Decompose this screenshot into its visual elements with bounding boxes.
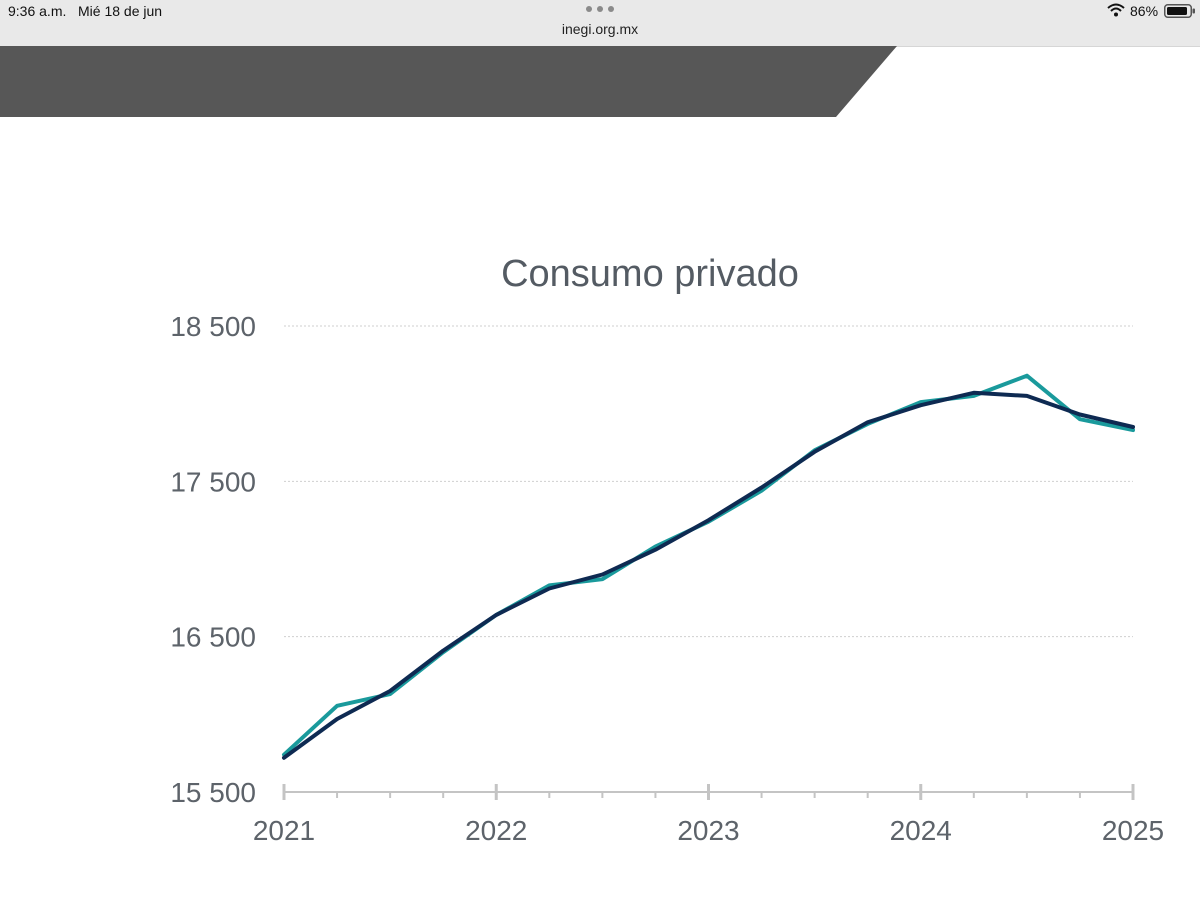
status-time: 9:36 a.m. xyxy=(8,3,67,19)
y-tick-label: 16 500 xyxy=(170,622,256,653)
y-tick-label: 17 500 xyxy=(170,466,256,497)
x-tick-label: 2021 xyxy=(253,815,315,846)
address-bar-url[interactable]: inegi.org.mx xyxy=(561,21,639,37)
battery-percentage: 86% xyxy=(1130,3,1159,19)
page-banner xyxy=(0,46,897,117)
x-tick-label: 2023 xyxy=(677,815,739,846)
x-tick-label: 2024 xyxy=(890,815,952,846)
wifi-icon xyxy=(1107,3,1125,17)
status-date: Mié 18 de jun xyxy=(78,3,163,19)
x-tick-label: 2025 xyxy=(1102,815,1164,846)
series-line-navy xyxy=(282,390,1135,760)
y-tick-label: 18 500 xyxy=(170,311,256,342)
y-tick-label: 15 500 xyxy=(170,777,256,808)
x-tick-label: 2022 xyxy=(465,815,527,846)
battery-icon xyxy=(1164,4,1195,18)
chart-title: Consumo privado xyxy=(501,253,799,295)
tab-overview-icon[interactable] xyxy=(586,6,614,14)
series-line-teal xyxy=(282,373,1135,757)
status-bar: 9:36 a.m. Mié 18 de jun inegi.org.mx 86% xyxy=(0,0,1200,47)
